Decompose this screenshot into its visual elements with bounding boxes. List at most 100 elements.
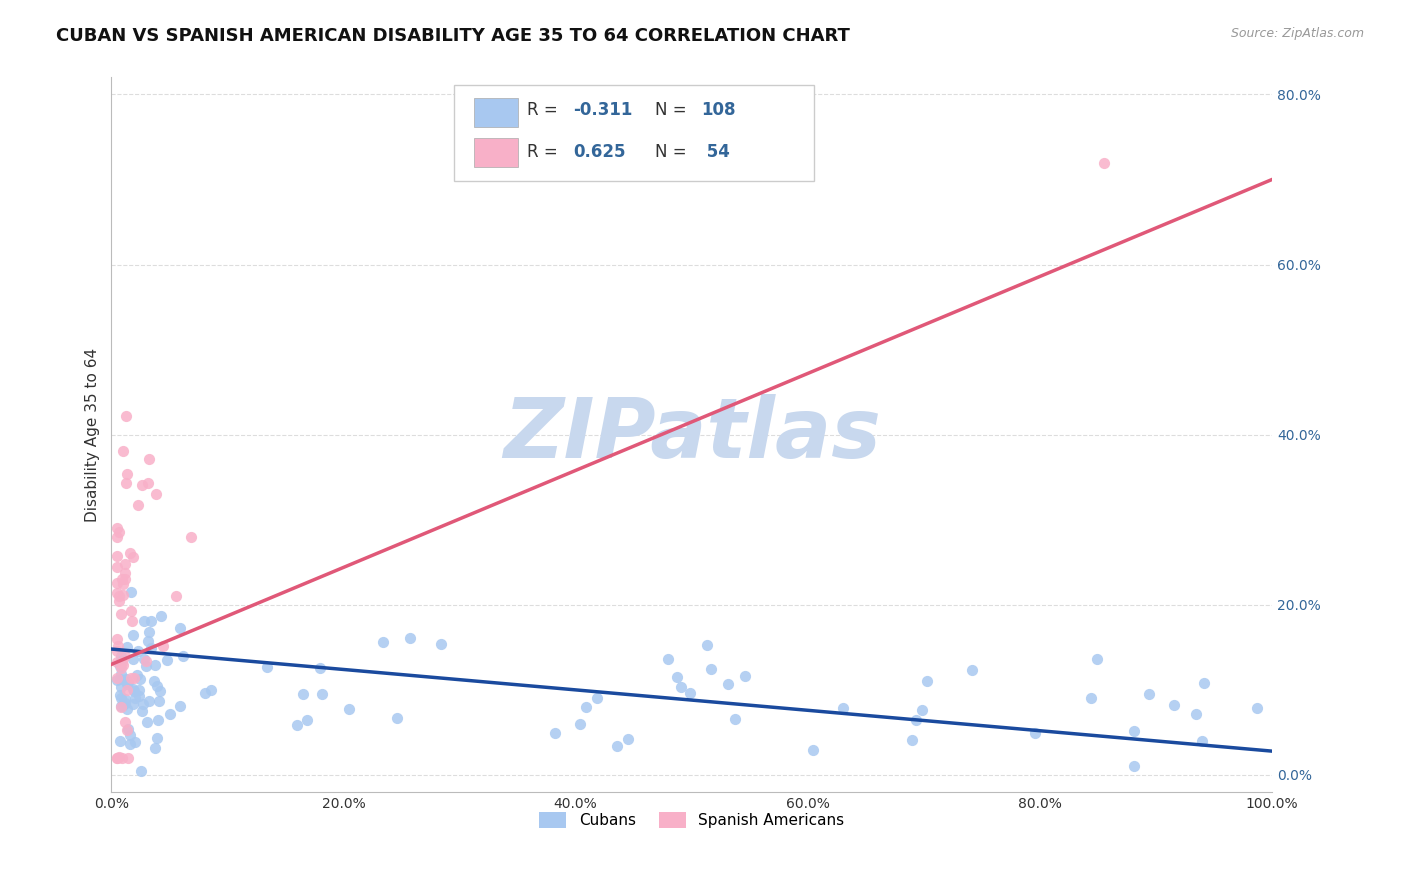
Point — [120, 604, 142, 618]
Point — [1085, 652, 1108, 666]
Point — [105, 673, 128, 687]
Point — [115, 723, 138, 737]
Point — [115, 682, 138, 697]
Point — [832, 701, 855, 715]
Point — [112, 443, 135, 458]
Point — [108, 688, 131, 702]
Point — [700, 662, 723, 676]
Point — [122, 652, 145, 666]
Point — [1092, 155, 1115, 169]
Point — [105, 585, 128, 599]
Text: CUBAN VS SPANISH AMERICAN DISABILITY AGE 35 TO 64 CORRELATION CHART: CUBAN VS SPANISH AMERICAN DISABILITY AGE… — [56, 27, 851, 45]
Point — [110, 607, 132, 621]
Point — [114, 691, 136, 706]
Text: 0.625: 0.625 — [574, 144, 626, 161]
Point — [110, 680, 132, 694]
Point — [135, 659, 157, 673]
Point — [145, 486, 167, 500]
Text: R =: R = — [527, 102, 558, 120]
Point — [110, 698, 132, 713]
Point — [679, 686, 702, 700]
Point — [121, 627, 143, 641]
Point — [105, 632, 128, 646]
Point — [569, 717, 592, 731]
Point — [430, 637, 453, 651]
Point — [152, 639, 174, 653]
Point — [146, 731, 169, 746]
Point — [136, 475, 159, 490]
Point — [127, 498, 149, 512]
Point — [295, 713, 318, 727]
Point — [115, 675, 138, 690]
Y-axis label: Disability Age 35 to 64: Disability Age 35 to 64 — [86, 348, 100, 522]
Point — [543, 726, 565, 740]
Point — [398, 631, 420, 645]
Point — [148, 694, 170, 708]
Point — [657, 652, 679, 666]
Point — [724, 712, 747, 726]
Point — [105, 751, 128, 765]
Point — [117, 467, 139, 481]
Point — [110, 691, 132, 706]
Point — [110, 572, 132, 586]
Point — [110, 649, 132, 664]
Point — [127, 643, 149, 657]
Point — [143, 741, 166, 756]
Point — [117, 723, 139, 737]
Point — [105, 644, 128, 658]
Point — [115, 702, 138, 716]
Point — [149, 684, 172, 698]
Bar — [474, 98, 517, 127]
Point — [1024, 725, 1046, 739]
Point — [1163, 698, 1185, 712]
Point — [606, 739, 628, 753]
Point — [131, 478, 153, 492]
Point — [105, 751, 128, 765]
Point — [105, 671, 128, 685]
Point — [115, 409, 138, 423]
Point — [120, 585, 142, 599]
Point — [110, 666, 132, 681]
Point — [121, 614, 143, 628]
Point — [291, 688, 314, 702]
Point — [108, 590, 131, 604]
Point — [114, 475, 136, 490]
Point — [1137, 687, 1160, 701]
Point — [1080, 690, 1102, 705]
Point — [128, 689, 150, 703]
Point — [169, 698, 191, 713]
Point — [1194, 675, 1216, 690]
Point — [108, 525, 131, 540]
Point — [118, 737, 141, 751]
Point — [200, 683, 222, 698]
Point — [132, 698, 155, 712]
Point — [111, 658, 134, 673]
Point — [117, 640, 139, 655]
Point — [118, 728, 141, 742]
Point — [337, 702, 360, 716]
Point — [134, 652, 156, 666]
Point — [962, 663, 984, 677]
Bar — [474, 138, 517, 167]
Point — [117, 751, 139, 765]
Point — [1185, 706, 1208, 721]
Point — [385, 710, 408, 724]
Point — [285, 718, 308, 732]
Point — [180, 530, 202, 544]
Text: N =: N = — [655, 144, 686, 161]
Point — [143, 657, 166, 672]
Point — [169, 621, 191, 635]
Point — [120, 671, 142, 685]
Point — [696, 638, 718, 652]
Point — [105, 521, 128, 535]
Point — [1123, 759, 1146, 773]
Point — [110, 751, 132, 765]
Point — [114, 672, 136, 686]
Point — [122, 671, 145, 685]
Point — [142, 673, 165, 688]
Point — [122, 549, 145, 564]
Point — [122, 682, 145, 697]
Point — [107, 639, 129, 653]
Point — [121, 697, 143, 711]
Point — [803, 743, 825, 757]
